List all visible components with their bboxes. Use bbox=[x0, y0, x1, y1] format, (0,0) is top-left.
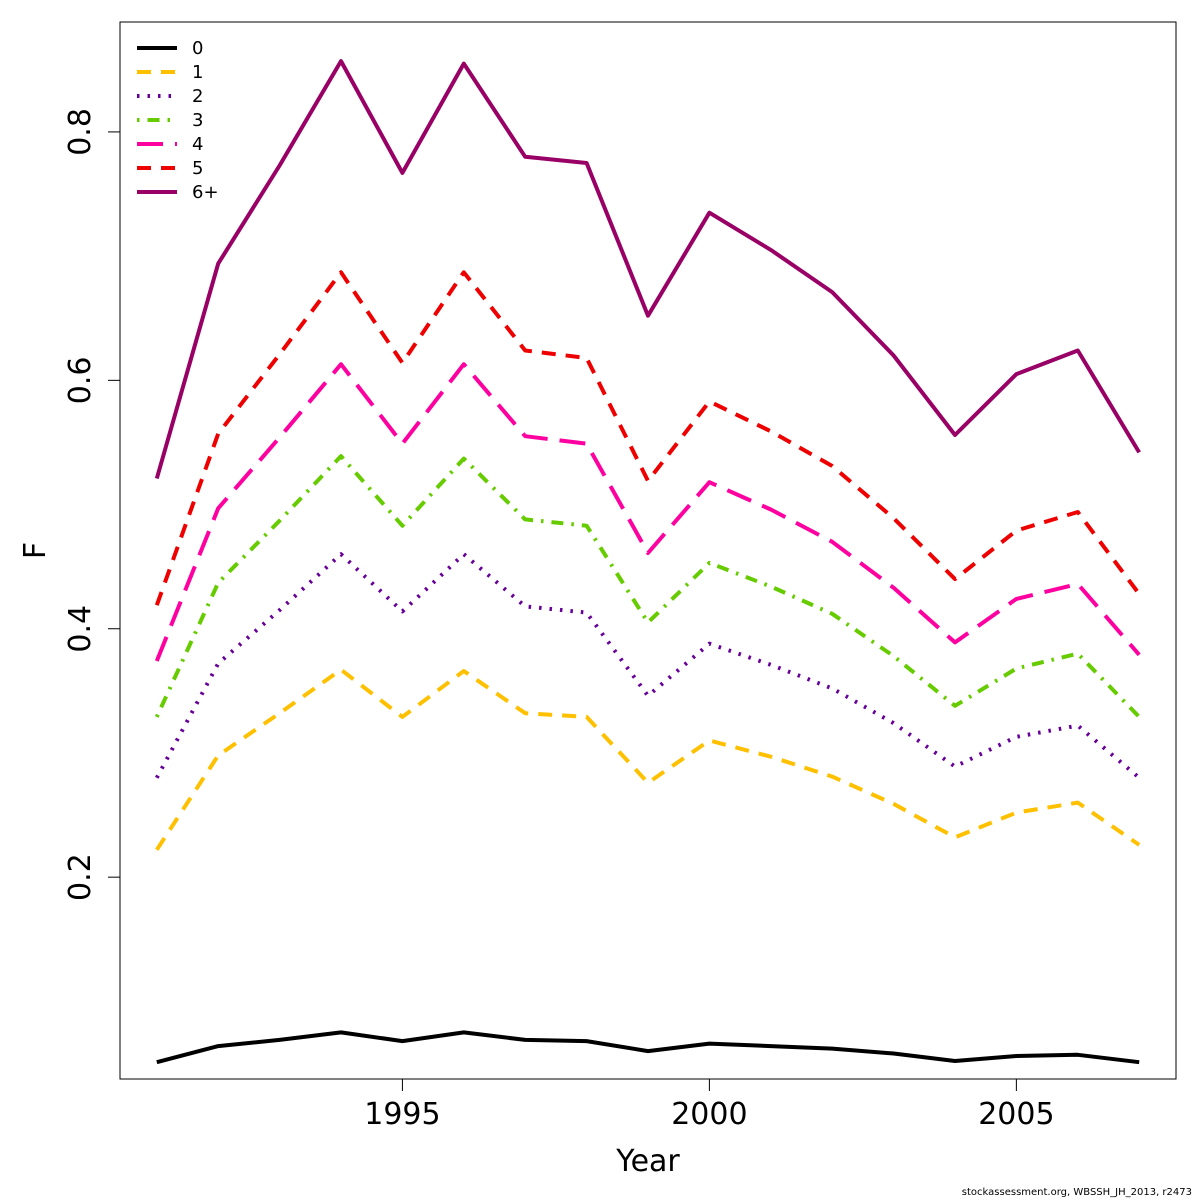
axes-layer: 1995 2000 2005 0.2 0.4 0.6 0.8 bbox=[63, 108, 1055, 1132]
y-axis-title: F bbox=[18, 542, 53, 559]
series-line-6+ bbox=[154, 59, 1141, 480]
legend-label: 3 bbox=[192, 110, 203, 131]
x-axis-title: Year bbox=[615, 1144, 680, 1179]
x-tick-label: 2005 bbox=[978, 1097, 1054, 1132]
x-tick-label: 2000 bbox=[671, 1097, 747, 1132]
legend-label: 0 bbox=[192, 38, 203, 59]
footer-credit: stockassessment.org, WBSSH_JH_2013, r247… bbox=[961, 1187, 1192, 1198]
series-layer bbox=[154, 59, 1141, 1065]
legend-label: 6+ bbox=[192, 182, 219, 203]
x-tick-label: 1995 bbox=[364, 1097, 440, 1132]
legend-label: 1 bbox=[192, 62, 203, 83]
legend-label: 4 bbox=[192, 134, 203, 155]
plot-frame bbox=[119, 21, 1177, 1080]
y-tick-label: 0.6 bbox=[63, 356, 98, 404]
legend: 0 1 2 3 4 5 6+ bbox=[137, 38, 219, 203]
y-tick-label: 0.8 bbox=[63, 108, 98, 156]
y-tick-label: 0.2 bbox=[63, 853, 98, 901]
series-line-3 bbox=[154, 454, 1141, 719]
series-line-1 bbox=[155, 667, 1141, 851]
legend-label: 5 bbox=[192, 158, 203, 179]
series-line-0 bbox=[156, 1030, 1140, 1065]
series-line-2 bbox=[155, 552, 1141, 780]
legend-label: 2 bbox=[192, 86, 203, 107]
series-line-4 bbox=[154, 362, 1141, 662]
y-tick-label: 0.4 bbox=[63, 605, 98, 653]
series-line-5 bbox=[154, 270, 1141, 606]
